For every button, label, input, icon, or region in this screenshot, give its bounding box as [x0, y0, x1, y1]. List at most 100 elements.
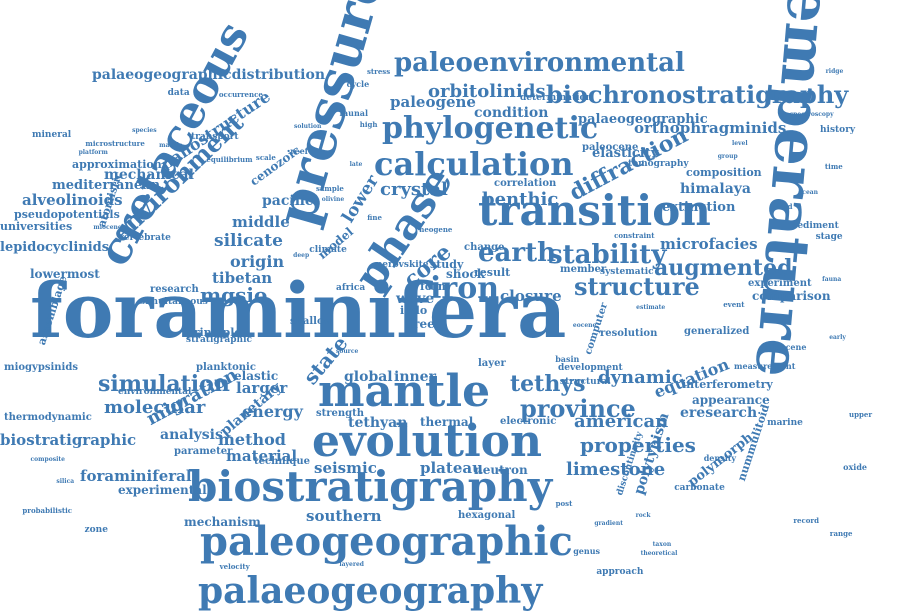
- cloud-word: american: [574, 410, 669, 432]
- cloud-word: paleogeographic: [200, 517, 573, 565]
- cloud-word: universities: [0, 219, 73, 233]
- cloud-word: development: [558, 363, 623, 374]
- cloud-word: vertebrate: [118, 232, 171, 243]
- cloud-word: miocene: [93, 224, 122, 232]
- cloud-word: olivine: [321, 195, 345, 203]
- cloud-word: oligocene: [763, 341, 807, 352]
- cloud-word: sediment: [792, 220, 839, 231]
- cloud-word: eocene: [572, 322, 597, 330]
- cloud-word: zone: [84, 524, 108, 535]
- cloud-word: approach: [596, 567, 644, 578]
- cloud-word: mgsio: [200, 282, 268, 307]
- cloud-word: experimental: [118, 482, 207, 497]
- cloud-word: basin: [555, 353, 580, 364]
- cloud-word: parameter: [174, 446, 233, 458]
- cloud-word: palaeogeography: [198, 570, 543, 613]
- cloud-word: larger: [236, 379, 288, 398]
- cloud-word: eresearch: [680, 404, 758, 421]
- cloud-word: history: [820, 124, 856, 135]
- cloud-word: wave: [396, 290, 435, 307]
- cloud-word: correlation: [494, 178, 557, 190]
- cloud-word: condition: [474, 104, 549, 121]
- cloud-word: iron: [430, 271, 500, 307]
- cloud-word: seismic: [314, 459, 377, 478]
- cloud-word: technique: [254, 456, 311, 468]
- cloud-word: transport: [191, 131, 239, 142]
- cloud-word: result: [474, 265, 511, 279]
- cloud-word: spectroscopy: [789, 110, 834, 118]
- cloud-word: layered: [339, 561, 364, 569]
- cloud-word: composite: [30, 456, 65, 464]
- cloud-word: global: [344, 368, 393, 385]
- cloud-word: range: [829, 528, 853, 538]
- cloud-word: paleogene: [390, 93, 476, 112]
- cloud-word: shock: [446, 266, 486, 281]
- cloud-word: limestone: [566, 458, 666, 480]
- cloud-word: mineral: [31, 129, 72, 140]
- cloud-word: composition: [686, 165, 762, 179]
- cloud-word: high: [359, 120, 378, 130]
- cloud-word: mediterranean: [52, 177, 161, 193]
- cloud-word: tomography: [628, 159, 689, 170]
- cloud-word: lowermost: [30, 266, 100, 281]
- cloud-word: genus: [573, 545, 601, 556]
- cloud-word: southern: [306, 507, 382, 526]
- cloud-word: fine: [367, 212, 382, 222]
- cloud-word: closure: [500, 287, 562, 306]
- cloud-word: interferometry: [682, 377, 773, 391]
- cloud-word: thermal: [420, 414, 474, 429]
- cloud-word: alveolinoids: [22, 191, 123, 210]
- cloud-word: free: [408, 316, 435, 331]
- cloud-word: himalaya: [680, 180, 751, 197]
- cloud-word: microfacies: [660, 235, 758, 254]
- cloud-word: orbitolinids: [428, 80, 546, 102]
- cloud-word: deep: [293, 251, 310, 259]
- cloud-word: pseudopotentials: [14, 207, 120, 221]
- cloud-word: simultaneous: [140, 297, 208, 308]
- cloud-word: paleocene: [582, 142, 639, 154]
- cloud-word: change: [464, 242, 505, 254]
- cloud-word: phylogenetic: [382, 111, 599, 147]
- cloud-word: stress: [366, 67, 391, 77]
- cloud-word: africa: [336, 283, 366, 294]
- cloud-word: determination: [520, 93, 593, 104]
- cloud-word: layer: [478, 358, 506, 370]
- cloud-word: resolution: [600, 328, 658, 340]
- cloud-word: pacific: [262, 192, 314, 209]
- cloud-word: neutron: [474, 462, 528, 477]
- cloud-word: orthophragminids: [634, 119, 787, 138]
- cloud-word: tibetan: [212, 269, 273, 288]
- cloud-word: foraminifera: [30, 265, 567, 355]
- cloud-word: reef: [290, 145, 309, 156]
- cloud-word: data: [167, 87, 190, 98]
- cloud-word: event: [723, 300, 745, 310]
- cloud-word: mechanical: [104, 166, 194, 183]
- cloud-word: mechanism: [184, 514, 261, 529]
- cloud-word: foraminiferal: [80, 467, 192, 486]
- cloud-word: scale: [255, 152, 276, 162]
- cloud-word: temperature: [740, 0, 847, 381]
- cloud-word: occurrence: [218, 89, 263, 99]
- cloud-word: material: [226, 447, 298, 466]
- cloud-word: province: [520, 394, 636, 424]
- cloud-word: estimate: [636, 303, 666, 311]
- cloud-word: equilibrium: [206, 155, 253, 165]
- cloud-word: elasticity: [592, 145, 659, 161]
- cloud-word: structural: [560, 377, 611, 388]
- cloud-word: lepidocyclinids: [0, 239, 110, 255]
- cloud-word: approximation: [72, 157, 162, 171]
- cloud-word: molecular: [104, 396, 206, 418]
- cloud-word: time: [824, 162, 843, 172]
- cloud-word: shallow: [290, 316, 333, 328]
- cloud-word: hexagonal: [458, 510, 516, 522]
- cloud-word: analysis: [160, 426, 223, 443]
- cloud-word: strength: [316, 408, 365, 420]
- cloud-word: faunal: [339, 107, 368, 118]
- cloud-word: early: [829, 334, 846, 342]
- cloud-word: platform: [78, 148, 108, 156]
- cloud-word: mantle: [318, 366, 491, 418]
- cloud-word: record: [793, 515, 819, 525]
- cloud-word: measurement: [734, 361, 796, 372]
- cloud-word: post: [555, 499, 573, 509]
- cloud-word: generalized: [684, 326, 750, 338]
